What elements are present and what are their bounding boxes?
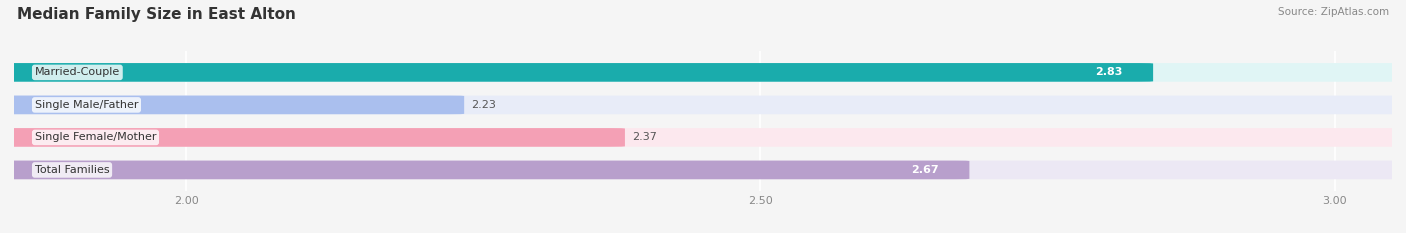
Text: 2.37: 2.37 <box>631 132 657 142</box>
Text: Married-Couple: Married-Couple <box>35 67 120 77</box>
FancyBboxPatch shape <box>0 63 1406 82</box>
Text: 2.23: 2.23 <box>471 100 496 110</box>
Text: Single Female/Mother: Single Female/Mother <box>35 132 156 142</box>
Text: Single Male/Father: Single Male/Father <box>35 100 138 110</box>
Text: Total Families: Total Families <box>35 165 110 175</box>
FancyBboxPatch shape <box>0 161 969 179</box>
Text: 2.83: 2.83 <box>1095 67 1122 77</box>
Text: Source: ZipAtlas.com: Source: ZipAtlas.com <box>1278 7 1389 17</box>
FancyBboxPatch shape <box>0 63 1153 82</box>
FancyBboxPatch shape <box>0 128 1406 147</box>
Text: Median Family Size in East Alton: Median Family Size in East Alton <box>17 7 295 22</box>
Text: 2.67: 2.67 <box>911 165 938 175</box>
FancyBboxPatch shape <box>0 96 464 114</box>
FancyBboxPatch shape <box>0 96 1406 114</box>
FancyBboxPatch shape <box>0 161 1406 179</box>
FancyBboxPatch shape <box>0 128 624 147</box>
